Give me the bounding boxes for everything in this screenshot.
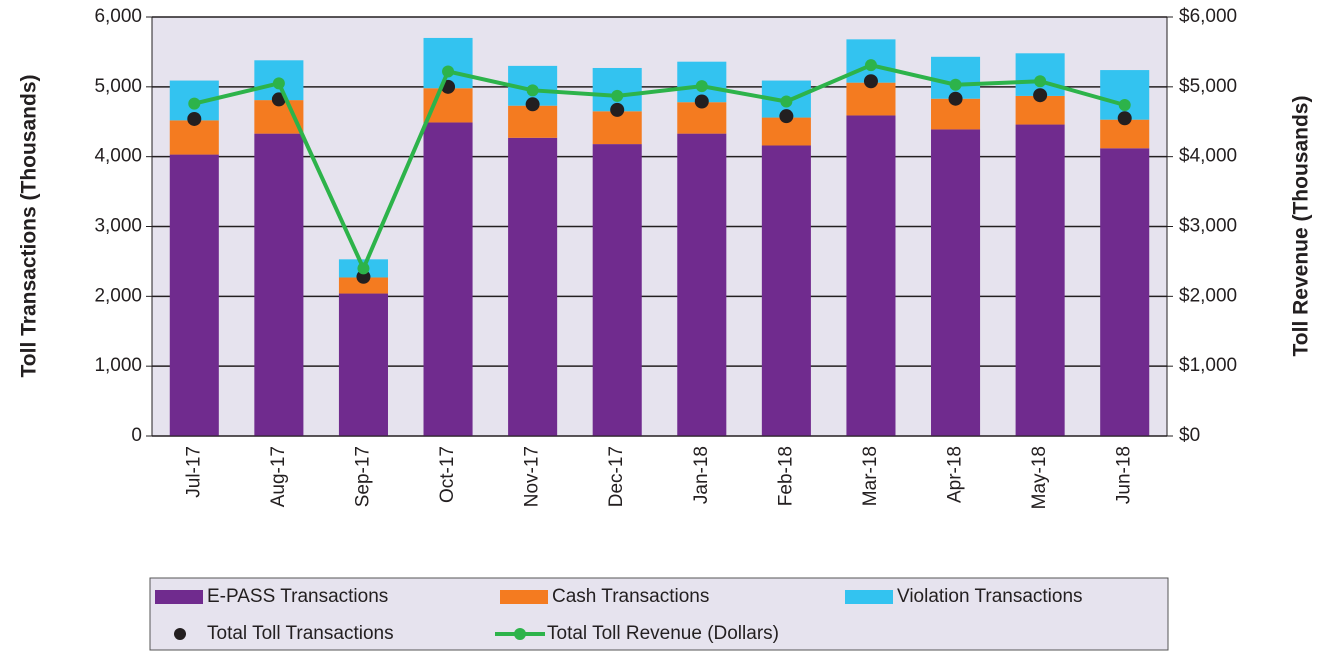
line-point	[526, 84, 539, 97]
y2-tick-label: $5,000	[1179, 76, 1237, 97]
bar-segment	[761, 145, 811, 436]
y-tick-label: 1,000	[94, 355, 142, 376]
bar-segment	[677, 133, 727, 436]
y2-tick-label: $6,000	[1179, 6, 1237, 27]
marker	[525, 97, 540, 112]
y-tick-label: 6,000	[94, 6, 142, 27]
y-axis-title: Toll Transactions (Thousands)	[18, 75, 41, 378]
bar-segment	[931, 129, 981, 436]
legend-label: Violation Transactions	[897, 586, 1083, 607]
bar-segment	[338, 277, 388, 294]
legend-box	[149, 577, 1169, 651]
marker	[610, 102, 625, 117]
y2-tick-label: $0	[1179, 425, 1200, 446]
marker	[1033, 88, 1048, 103]
line-point	[864, 59, 877, 72]
y2-axis-title: Toll Revenue (Thousands)	[1290, 96, 1313, 357]
legend-label: E-PASS Transactions	[207, 586, 388, 607]
y2-tick-label: $1,000	[1179, 355, 1237, 376]
line-point	[611, 89, 624, 102]
x-tick-label: Feb-18	[775, 446, 796, 506]
marker	[187, 111, 202, 126]
bar-segment	[592, 144, 642, 436]
bar-segment	[846, 115, 896, 436]
x-tick-label: Mar-18	[860, 446, 881, 506]
marker	[356, 269, 371, 284]
legend-swatch	[174, 628, 186, 640]
x-tick-label: Oct-17	[437, 446, 458, 503]
bar-segment	[1015, 124, 1065, 436]
y2-tick-label: $3,000	[1179, 216, 1237, 237]
y-tick-label: 0	[131, 425, 142, 446]
line-point	[188, 97, 201, 110]
legend-swatch	[155, 590, 203, 604]
bar-segment	[423, 122, 473, 436]
y-tick-label: 5,000	[94, 76, 142, 97]
marker	[948, 91, 963, 106]
bar-segment	[254, 133, 304, 436]
line-point	[357, 262, 370, 275]
marker	[1117, 111, 1132, 126]
x-tick-label: Jul-17	[183, 446, 204, 498]
y-tick-label: 2,000	[94, 285, 142, 306]
legend-label: Total Toll Revenue (Dollars)	[547, 623, 779, 644]
y2-tick-label: $4,000	[1179, 146, 1237, 167]
legend-label: Cash Transactions	[552, 586, 709, 607]
line-point	[1118, 98, 1131, 111]
y-tick-label: 3,000	[94, 216, 142, 237]
x-tick-label: May-18	[1029, 446, 1050, 509]
bar-segment	[169, 154, 219, 437]
x-tick-label: Aug-17	[268, 446, 289, 507]
legend-swatch	[500, 590, 548, 604]
line-point	[695, 80, 708, 93]
x-tick-label: Sep-17	[352, 446, 373, 507]
legend-swatch	[845, 590, 893, 604]
line-point	[442, 65, 455, 78]
line-point	[780, 95, 793, 108]
marker	[694, 94, 709, 109]
marker	[271, 92, 286, 107]
bar-segment	[508, 137, 558, 437]
bar-segment	[169, 120, 219, 155]
x-tick-label: Apr-18	[945, 446, 966, 503]
legend-swatch	[514, 628, 526, 640]
x-tick-label: Jan-18	[691, 446, 712, 504]
line-point	[1034, 75, 1047, 88]
line	[193, 63, 1126, 274]
y2-tick-label: $2,000	[1179, 285, 1237, 306]
x-tick-label: Nov-17	[522, 446, 543, 507]
line-point	[272, 77, 285, 90]
y-tick-label: 4,000	[94, 146, 142, 167]
marker	[779, 109, 794, 124]
marker	[863, 74, 878, 89]
bar-segment	[338, 293, 388, 436]
x-tick-label: Jun-18	[1114, 446, 1135, 504]
legend-label: Total Toll Transactions	[207, 623, 394, 644]
line-point	[949, 78, 962, 91]
x-tick-label: Dec-17	[606, 446, 627, 507]
bar-segment	[1100, 148, 1150, 436]
